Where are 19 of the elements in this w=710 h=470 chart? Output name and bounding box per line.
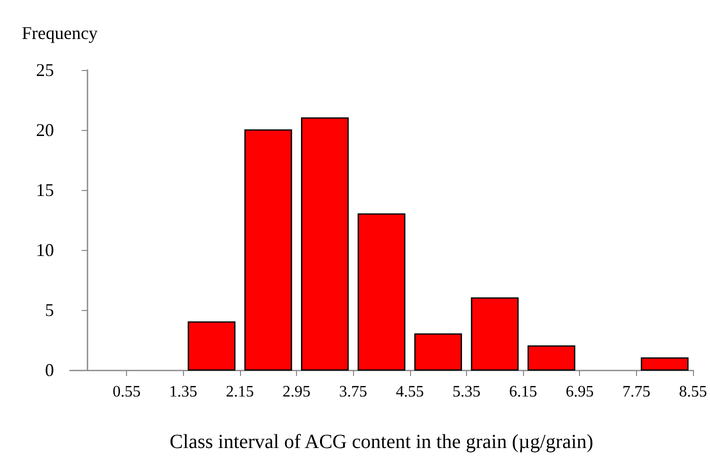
y-tick-label: 15 xyxy=(36,180,54,200)
x-tick-label: 0.55 xyxy=(112,384,141,400)
x-tick-label: 6.95 xyxy=(566,384,594,400)
x-tick-label: 7.75 xyxy=(622,384,650,400)
x-tick-label: 5.35 xyxy=(452,384,480,400)
x-tick-label: 2.15 xyxy=(226,384,254,400)
x-tick-label: 8.55 xyxy=(679,384,707,400)
x-tick-label: 3.75 xyxy=(339,384,368,400)
y-axis-title: Frequency xyxy=(22,23,98,43)
y-tick-label: 0 xyxy=(45,360,54,380)
x-tick-label: 4.55 xyxy=(396,384,424,400)
y-tick-label: 5 xyxy=(45,300,54,320)
y-tick-label: 10 xyxy=(36,240,54,260)
y-tick-label: 25 xyxy=(36,60,54,80)
x-axis-title: Class interval of ACG content in the grain (µg/grain) xyxy=(170,431,594,453)
x-tick-label: 6.15 xyxy=(509,384,538,400)
x-tick-label: 2.95 xyxy=(282,384,311,400)
y-tick-label: 20 xyxy=(36,120,54,140)
x-tick-label: 1.35 xyxy=(169,384,198,400)
